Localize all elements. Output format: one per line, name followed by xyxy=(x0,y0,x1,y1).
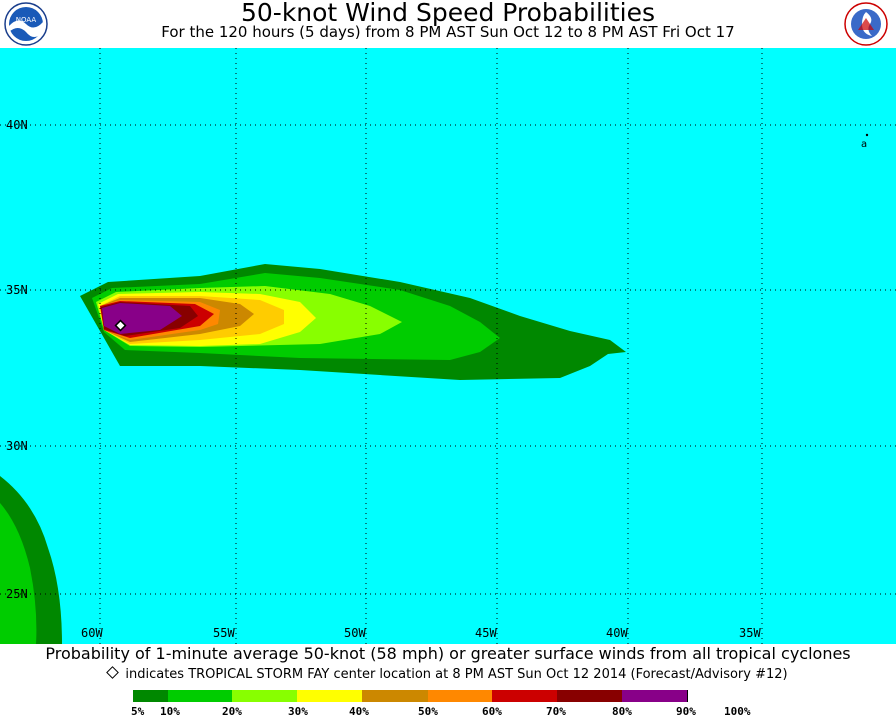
legend-label: 70% xyxy=(546,705,566,718)
lower-left-probability-region xyxy=(0,476,62,644)
legend-label: 10% xyxy=(160,705,180,718)
lon-label-55w: 55W xyxy=(213,626,235,640)
legend-swatch xyxy=(362,690,429,702)
legend-swatch xyxy=(133,690,169,702)
lon-label-50w: 50W xyxy=(344,626,366,640)
diamond-icon xyxy=(106,666,120,679)
probability-map: 40N 35N 30N 25N 60W 55W 50W 45W 40W 35W … xyxy=(0,48,896,644)
legend-swatch xyxy=(557,690,623,702)
lat-label-40n: 40N xyxy=(6,118,28,132)
page-title: 50-knot Wind Speed Probabilities xyxy=(240,0,655,27)
legend-swatch xyxy=(428,690,493,702)
nws-logo xyxy=(844,2,888,46)
lat-label-25n: 25N xyxy=(6,587,28,601)
island-label: a xyxy=(861,139,867,150)
page-subtitle: For the 120 hours (5 days) from 8 PM AST… xyxy=(161,23,735,41)
footer: Probability of 1-minute average 50-knot … xyxy=(0,644,896,718)
legend-label: 50% xyxy=(418,705,438,718)
legend-swatch xyxy=(232,690,298,702)
lat-label-30n: 30N xyxy=(6,439,28,453)
legend-label: 100% xyxy=(724,705,751,718)
lon-label-45w: 45W xyxy=(475,626,497,640)
legend-swatch xyxy=(492,690,558,702)
legend-label: 30% xyxy=(288,705,308,718)
lon-label-40w: 40W xyxy=(606,626,628,640)
legend-swatch xyxy=(168,690,233,702)
footer-storm-note: indicates TROPICAL STORM FAY center loca… xyxy=(0,666,896,682)
legend-swatch xyxy=(622,690,688,702)
legend-label: 60% xyxy=(482,705,502,718)
noaa-logo-text: NOAA xyxy=(16,16,37,24)
island-marks: a xyxy=(861,133,869,150)
legend-label: 80% xyxy=(612,705,632,718)
header: NOAA 50-knot Wind Speed Probabilities Fo… xyxy=(0,0,896,48)
lon-label-35w: 35W xyxy=(739,626,761,640)
legend-label: 40% xyxy=(349,705,369,718)
legend-label: 90% xyxy=(676,705,696,718)
storm-center-diamond xyxy=(114,319,127,332)
legend-label: 20% xyxy=(222,705,242,718)
legend-label: 5% xyxy=(131,705,145,718)
lat-label-35n: 35N xyxy=(6,283,28,297)
storm-probability-plume xyxy=(80,264,626,380)
legend-swatch xyxy=(297,690,363,702)
footer-storm-note-text: indicates TROPICAL STORM FAY center loca… xyxy=(125,667,788,682)
footer-description: Probability of 1-minute average 50-knot … xyxy=(45,644,851,663)
lon-label-60w: 60W xyxy=(81,626,103,640)
legend: 5% 10% 20% 30% 40% 50% 60% 70% 80% 90% 100% xyxy=(0,690,896,718)
noaa-logo: NOAA xyxy=(4,2,48,46)
